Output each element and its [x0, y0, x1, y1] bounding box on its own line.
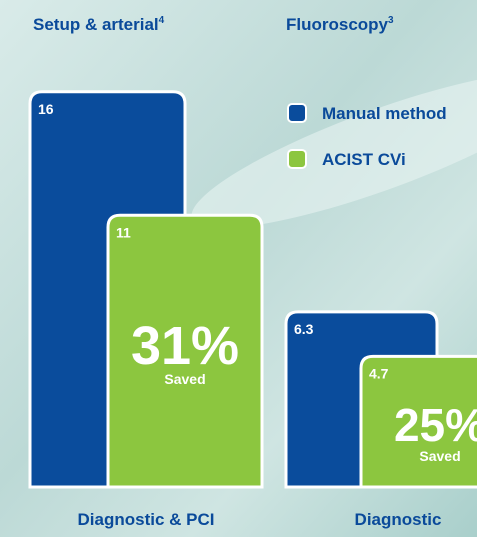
x-tick-label: Diagnostic & PCI — [78, 510, 215, 529]
chart-title: Fluoroscopy3 — [286, 15, 394, 34]
title-note: 3 — [388, 15, 394, 26]
chart-title: Setup & arterial4 — [33, 15, 165, 34]
x-tick-label: Diagnostic — [355, 510, 442, 529]
title-text: Fluoroscopy — [286, 15, 389, 34]
legend-swatch — [288, 150, 306, 168]
title-text: Setup & arterial — [33, 15, 159, 34]
saved-percent: 31% — [131, 316, 239, 376]
legend-label: Manual method — [322, 104, 447, 123]
saved-text: Saved — [164, 371, 205, 387]
legend-swatch — [288, 104, 306, 122]
value-label: 4.7 — [369, 365, 389, 381]
value-label: 11 — [116, 224, 131, 240]
saved-text: Saved — [419, 448, 460, 464]
title-note: 4 — [159, 15, 165, 26]
saved-percent: 25% — [394, 399, 477, 451]
value-label: 6.3 — [294, 321, 314, 337]
legend-label: ACIST CVi — [322, 150, 406, 169]
page: {"chart_data": [ {"type": "bar", "title"… — [0, 0, 477, 537]
value-label: 16 — [38, 101, 54, 117]
chart: Setup & arterial4 16 11 Diagnostic & PCI 31%… — [0, 0, 477, 537]
